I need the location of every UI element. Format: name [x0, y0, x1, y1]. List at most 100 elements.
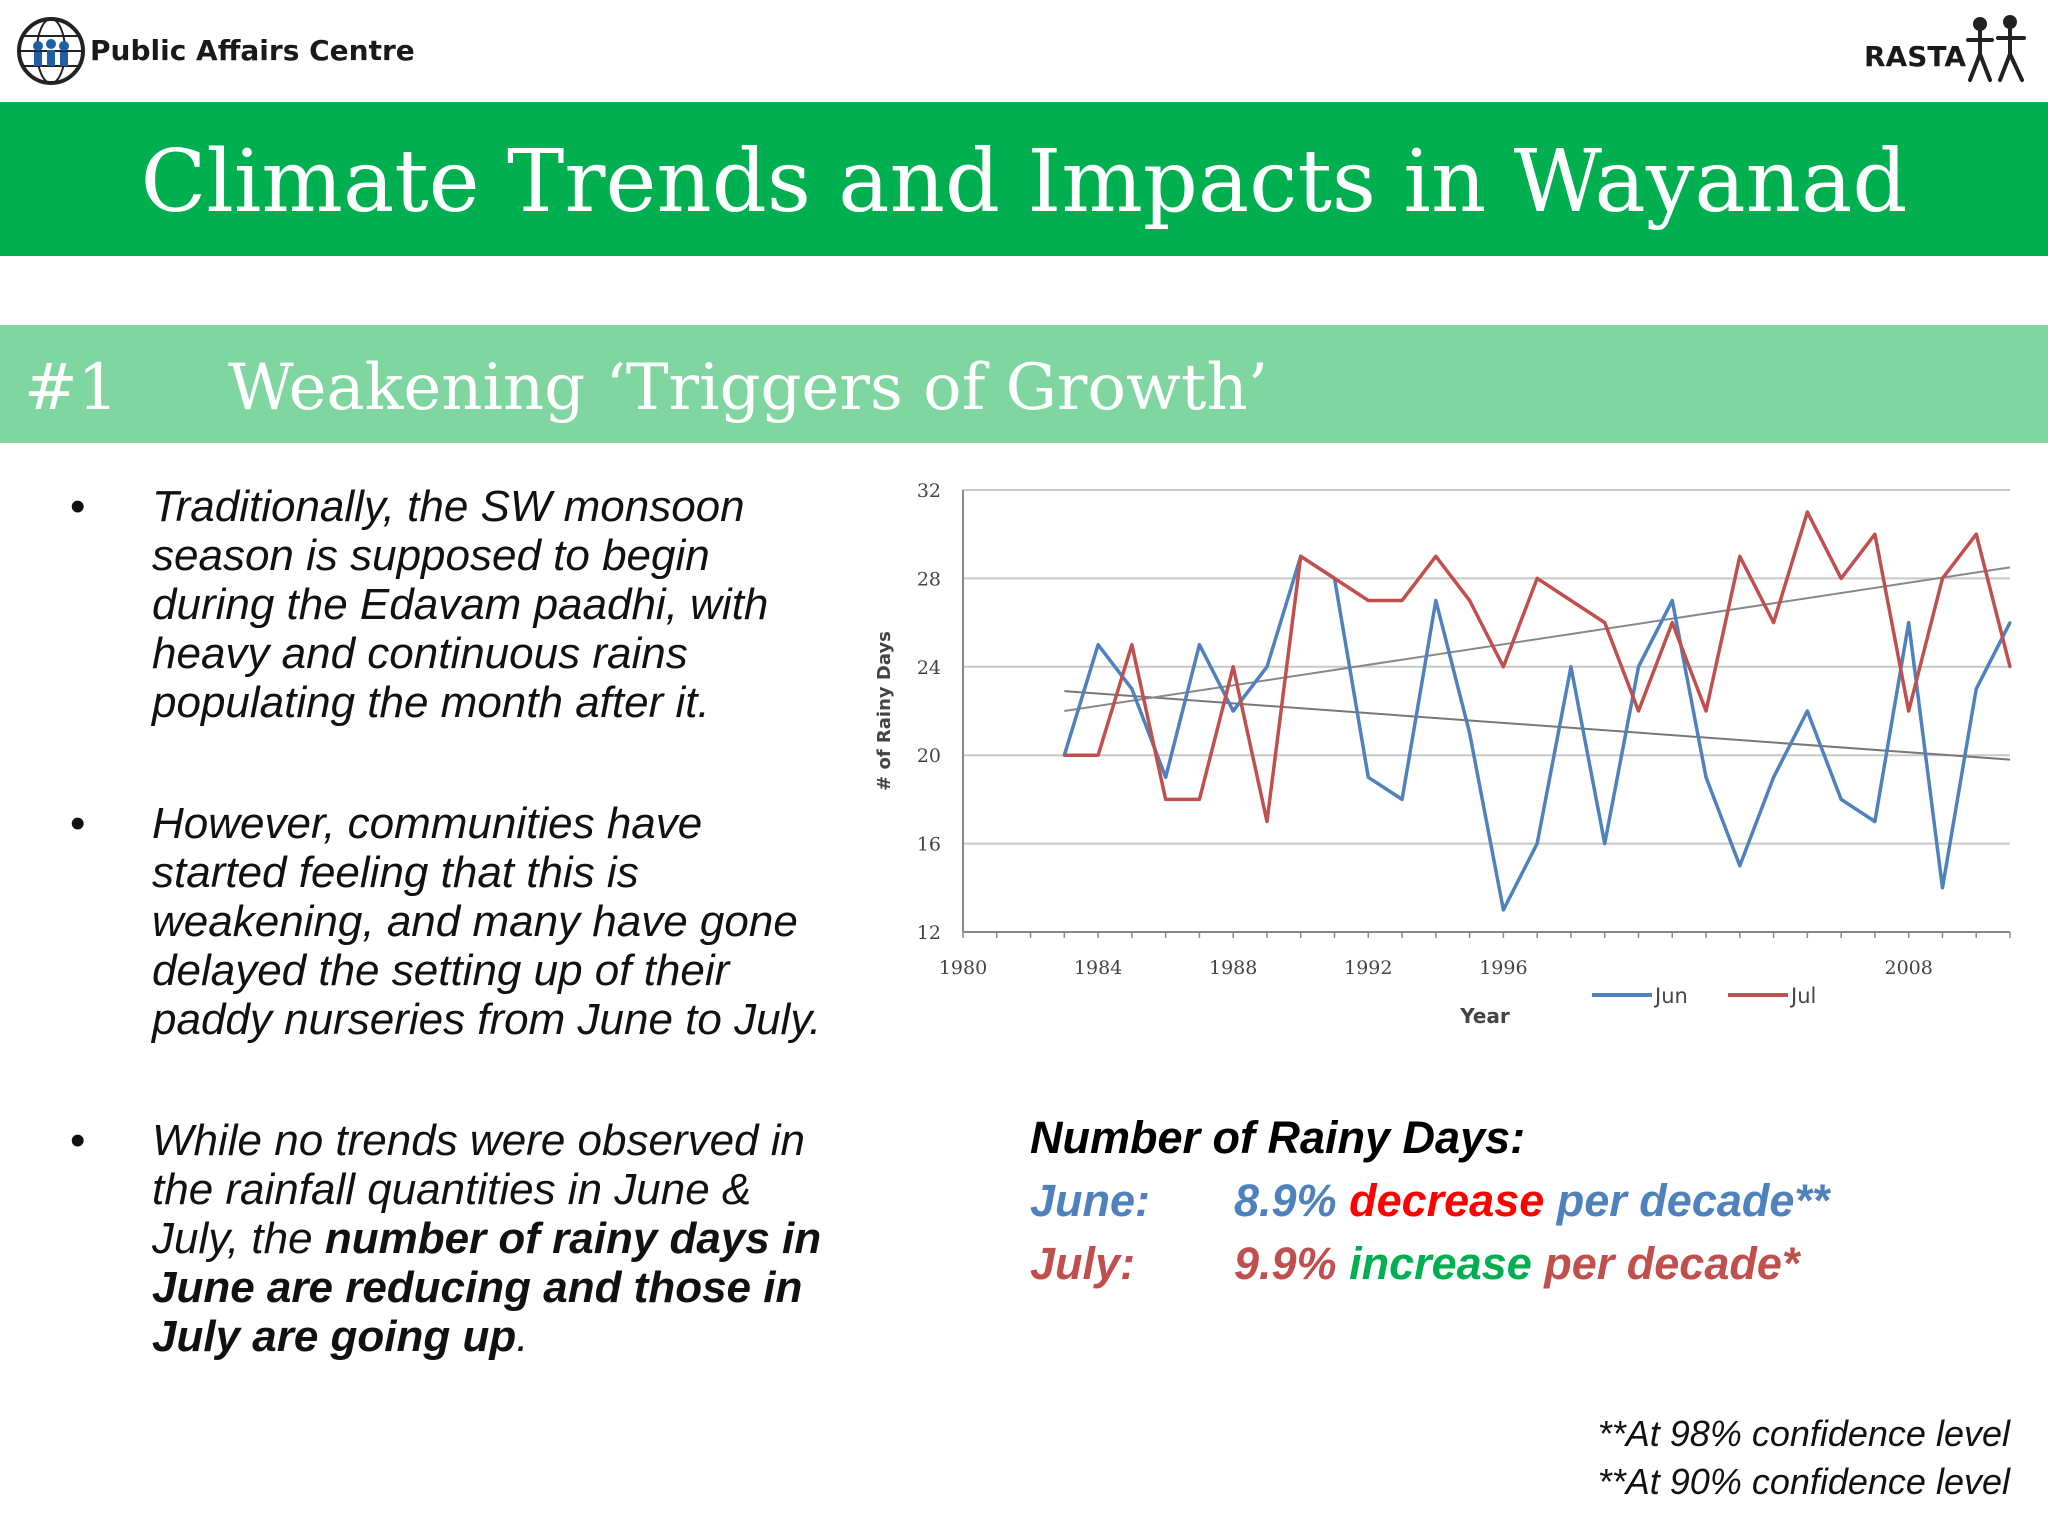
data-point-jul: [1603, 621, 1607, 625]
data-point-jul: [1434, 554, 1438, 558]
bullet-list: • Traditionally, the SW monsoon season i…: [60, 482, 840, 1361]
data-point-jun: [1434, 599, 1438, 602]
legend-label-jul: Jul: [1789, 984, 1816, 1008]
trendline-jul: [1064, 566, 2011, 712]
y-tick-label: 28: [917, 568, 941, 590]
people-figures-logo-icon: [1966, 15, 2026, 82]
data-point-jun: [1164, 775, 1168, 779]
data-point-jun: [1636, 665, 1640, 669]
data-point-jul: [1738, 554, 1742, 558]
bullet-text-end: .: [516, 1312, 529, 1361]
june-direction: decrease: [1349, 1175, 1545, 1226]
summary-june-row: June: 8.9% decrease per decade**: [1030, 1169, 2030, 1232]
summary-heading: Number of Rainy Days:: [1030, 1112, 1526, 1163]
data-point-jun: [1704, 775, 1708, 779]
data-point-jul: [1940, 576, 1944, 580]
june-label: June:: [1030, 1175, 1151, 1226]
data-point-jul: [2008, 665, 2012, 669]
section-bar: #1 Weakening ‘Triggers of Growth’: [0, 325, 2048, 443]
page-title: Climate Trends and Impacts in Wayanad: [140, 132, 1908, 232]
bullet-text: Traditionally, the SW monsoon season is …: [152, 482, 769, 727]
data-point-jul: [1468, 599, 1472, 602]
summary-july-row: July: 9.9% increase per decade*: [1030, 1232, 2030, 1295]
globe-people-logo-icon: [17, 17, 85, 85]
data-point-jul: [1569, 599, 1573, 602]
data-point-jul: [1535, 576, 1539, 580]
bullet-marker: •: [70, 1116, 86, 1165]
legend-label-jun: Jun: [1653, 984, 1688, 1008]
y-tick-label: 12: [917, 922, 941, 944]
data-point-jul: [1299, 554, 1303, 558]
data-point-jul: [1164, 797, 1168, 801]
org-name-right: RASTA: [1864, 40, 1966, 73]
july-label: July:: [1030, 1238, 1136, 1289]
june-pct: 8.9%: [1234, 1175, 1337, 1226]
data-point-jul: [1231, 665, 1235, 669]
bullet-item: • Traditionally, the SW monsoon season i…: [60, 482, 840, 727]
data-point-jul: [1096, 753, 1100, 757]
data-point-jun: [1940, 886, 1944, 890]
data-point-jun: [1670, 599, 1674, 602]
data-point-jul: [1704, 709, 1708, 713]
bullet-marker: •: [70, 799, 86, 848]
data-point-jun: [1468, 731, 1472, 735]
bullet-text: While no trends were observed in the rai…: [152, 1116, 805, 1263]
x-tick-label: 1992: [1344, 957, 1392, 979]
x-axis-title: Year: [1459, 1004, 1510, 1028]
confidence-note: **At 90% confidence level: [1597, 1461, 2010, 1502]
data-point-jul: [1772, 621, 1776, 625]
data-point-jul: [1636, 709, 1640, 713]
x-tick-label: 1988: [1209, 957, 1257, 979]
data-point-jun: [1839, 797, 1843, 801]
data-point-jul: [1366, 599, 1370, 602]
rainy-days-chart: 12 16 20 24 28 32 1980 1984 1988 1992 1996 2008 Year…: [840, 460, 2040, 1060]
data-point-jun: [1805, 709, 1809, 713]
data-point-jul: [1839, 576, 1843, 580]
bullet-text: However, communities have started feelin…: [152, 799, 822, 1044]
data-point-jun: [1569, 665, 1573, 669]
y-tick-label: 32: [917, 480, 941, 502]
data-point-jul: [1873, 532, 1877, 536]
data-point-jul: [1265, 820, 1269, 823]
x-tick-label: 1984: [1074, 957, 1122, 979]
data-point-jul: [1333, 576, 1337, 580]
bullet-marker: •: [70, 482, 86, 531]
data-point-jun: [1738, 864, 1742, 868]
data-point-jul: [1130, 643, 1134, 647]
bullet-item: • While no trends were observed in the r…: [60, 1116, 840, 1361]
data-point-jun: [1772, 775, 1776, 779]
data-point-jun: [1974, 687, 1978, 691]
bullet-item: • However, communities have started feel…: [60, 799, 840, 1044]
slide-header: Public Affairs Centre RASTA: [0, 0, 2048, 100]
x-tick-label: 1980: [939, 957, 987, 979]
data-point-jun: [1603, 842, 1607, 846]
data-point-jul: [1805, 510, 1809, 514]
july-pct: 9.9%: [1234, 1238, 1337, 1289]
confidence-notes: **At 98% confidence level **At 90% confi…: [1540, 1410, 2010, 1506]
june-rest: per decade**: [1556, 1175, 1830, 1226]
y-axis-title: # of Rainy Days: [874, 631, 895, 791]
section-heading: Weakening ‘Triggers of Growth’: [228, 351, 1269, 425]
confidence-note: **At 98% confidence level: [1597, 1413, 2010, 1454]
july-direction: increase: [1349, 1238, 1532, 1289]
data-point-jul: [1907, 709, 1911, 713]
data-point-jun: [1130, 687, 1134, 691]
y-tick-label: 16: [917, 834, 941, 856]
org-name-left: Public Affairs Centre: [90, 34, 415, 67]
trendline-jun: [1064, 690, 2011, 761]
data-point-jul: [1062, 753, 1066, 757]
series-line-jun: [1062, 554, 2012, 912]
title-bar: Climate Trends and Impacts in Wayanad: [0, 102, 2048, 256]
data-point-jun: [1096, 643, 1100, 647]
data-point-jun: [2008, 621, 2012, 625]
data-point-jun: [1873, 820, 1877, 823]
data-point-jul: [1670, 621, 1674, 625]
data-point-jun: [1535, 842, 1539, 846]
data-point-jul: [1501, 665, 1505, 669]
data-point-jun: [1231, 709, 1235, 713]
chart-svg: 12 16 20 24 28 32 1980 1984 1988 1992 1996 2008 Year…: [874, 480, 2012, 1028]
july-rest: per decade*: [1544, 1238, 1800, 1289]
x-tick-label: 2008: [1884, 957, 1932, 979]
section-number: #1: [24, 351, 119, 425]
data-point-jun: [1197, 643, 1201, 647]
